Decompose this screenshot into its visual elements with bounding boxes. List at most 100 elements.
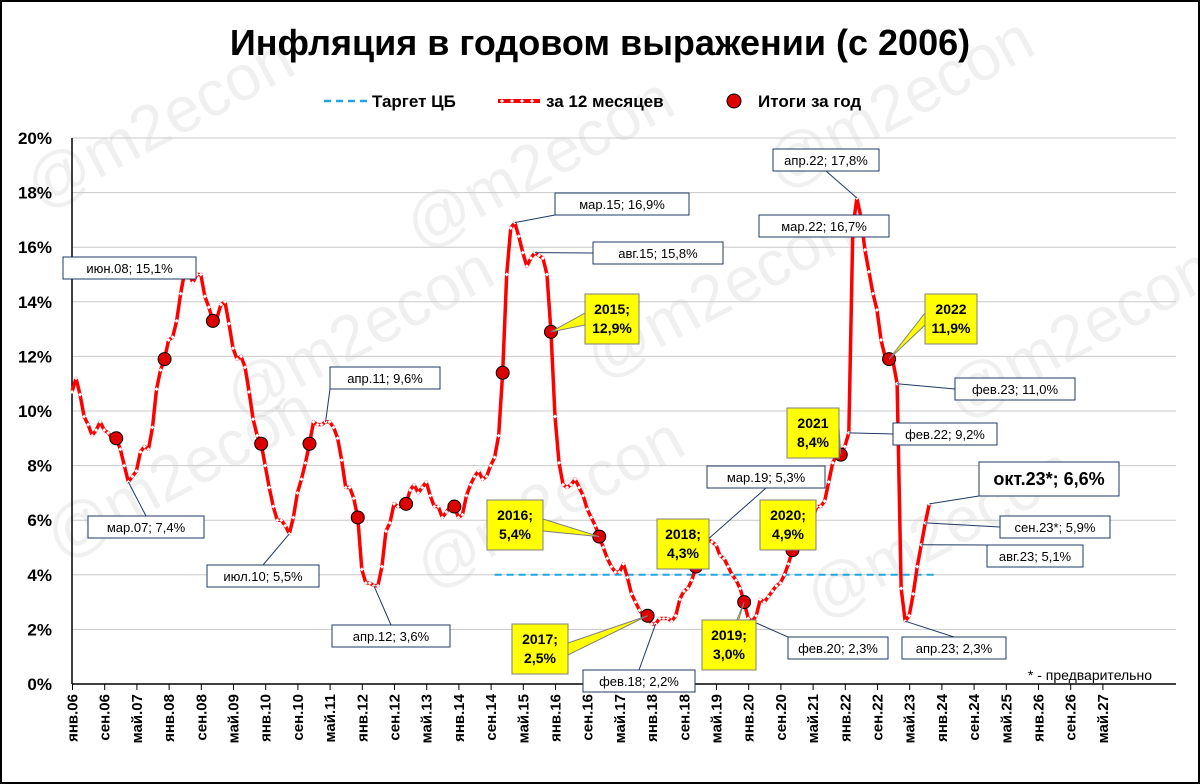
series-point	[436, 504, 441, 509]
x-tick-label: сен.24	[966, 693, 983, 740]
annotation-label: июл.10; 5,5%	[223, 569, 303, 584]
annotation-label: окт.23*; 6,6%	[993, 469, 1104, 489]
annotation-label: 11,9%	[932, 320, 971, 336]
annotation-label: 2021	[797, 415, 828, 431]
annotation-label: 2018;	[665, 526, 701, 542]
x-tick-label: сен.18	[676, 694, 693, 741]
series-point	[311, 419, 316, 424]
annotation-box: мар.22; 16,7%	[758, 214, 890, 238]
series-point	[295, 490, 300, 495]
series-point	[685, 586, 690, 591]
series-point	[468, 482, 473, 487]
x-tick-label: май.27	[1095, 694, 1112, 743]
series-point	[408, 488, 413, 493]
annual-markers	[109, 313, 897, 623]
series-point	[681, 589, 686, 594]
x-tick-label: янв.14	[451, 693, 468, 742]
annotation-leader	[897, 383, 956, 390]
series-point	[722, 556, 727, 561]
series-point	[222, 299, 227, 304]
series-point	[822, 499, 827, 504]
annotation-box	[787, 636, 889, 660]
series-point	[263, 463, 268, 468]
y-tick-label: 4%	[27, 566, 52, 585]
annotation-box: фев.23; 11,0%	[897, 377, 1076, 401]
chart-title: Инфляция в годовом выражении (с 2006)	[230, 22, 970, 63]
series-point	[367, 580, 372, 585]
y-tick-label: 0%	[27, 675, 52, 694]
series-point	[842, 444, 847, 449]
annotation-box	[206, 564, 320, 588]
y-tick-label: 8%	[27, 457, 52, 476]
series-point	[617, 570, 622, 575]
x-tick-label: май.17	[612, 694, 629, 743]
series-point	[561, 482, 566, 487]
series-point	[299, 477, 304, 482]
series-point	[766, 594, 771, 599]
series-point	[90, 433, 95, 438]
annual-marker	[254, 436, 269, 451]
annotation-box	[986, 544, 1084, 568]
series-point	[190, 280, 195, 285]
x-tick-label: янв.20	[741, 694, 758, 742]
series-point	[428, 493, 433, 498]
series-point	[649, 621, 654, 626]
series-point	[375, 583, 380, 588]
series-point	[82, 414, 87, 419]
annotation-highlight: 2015; 12,9%	[550, 293, 640, 345]
annotation-leader	[638, 623, 657, 671]
series-point	[786, 561, 791, 566]
series-point	[130, 474, 135, 479]
series-point	[589, 515, 594, 520]
y-tick-label: 18%	[18, 184, 52, 203]
annotation-box	[331, 624, 451, 648]
x-tick-label: сен.26	[1063, 694, 1080, 741]
series-point	[689, 578, 694, 583]
annotation-label: апр.12; 3,6%	[353, 629, 430, 644]
annotation-leader	[127, 481, 147, 517]
series-point	[347, 485, 352, 490]
series-point	[456, 515, 461, 520]
series-point	[899, 586, 904, 591]
series-point	[875, 307, 879, 312]
series-point	[633, 600, 638, 605]
series-point	[754, 613, 759, 618]
series-point	[605, 556, 610, 561]
annual-marker	[205, 313, 220, 328]
annotation-box	[701, 619, 757, 671]
series-point	[106, 430, 111, 435]
series-point	[154, 387, 159, 392]
x-tick-label: сен.10	[290, 694, 307, 741]
series-point	[516, 234, 521, 239]
annotation-box	[759, 499, 817, 551]
x-tick-label: май.23	[902, 694, 919, 743]
legend-item-target: Таргет ЦБ	[324, 92, 456, 111]
annotation-highlight: 2018; 4,3%	[656, 518, 710, 570]
annotation-label: 2019;	[711, 627, 747, 643]
annotation-box	[592, 241, 724, 265]
series-point	[528, 256, 533, 261]
series-point	[862, 247, 867, 252]
annotation-label: авг.15; 15,8%	[618, 246, 698, 261]
series-point	[830, 460, 835, 465]
series-point	[319, 422, 324, 427]
annotation-box: фев.18; 2,2%	[582, 623, 696, 693]
annotation-box	[582, 669, 696, 693]
series-point	[601, 545, 606, 550]
series-point	[343, 485, 348, 490]
x-tick-label: май.09	[226, 694, 243, 743]
legend-target-label: Таргет ЦБ	[372, 92, 456, 111]
annotation-box: фев.20; 2,3%	[752, 620, 889, 660]
annotation-box: мар.07; 7,4%	[87, 481, 205, 539]
x-tick-label: янв.22	[837, 694, 854, 742]
series-point	[392, 501, 396, 506]
series-point	[331, 425, 336, 430]
series-point	[730, 572, 735, 577]
series-point	[379, 564, 384, 569]
series-point	[255, 433, 260, 438]
x-tick-label: янв.10	[258, 694, 275, 742]
x-tick-label: май.13	[419, 694, 436, 743]
series-point	[202, 294, 207, 299]
series-point	[134, 469, 139, 474]
